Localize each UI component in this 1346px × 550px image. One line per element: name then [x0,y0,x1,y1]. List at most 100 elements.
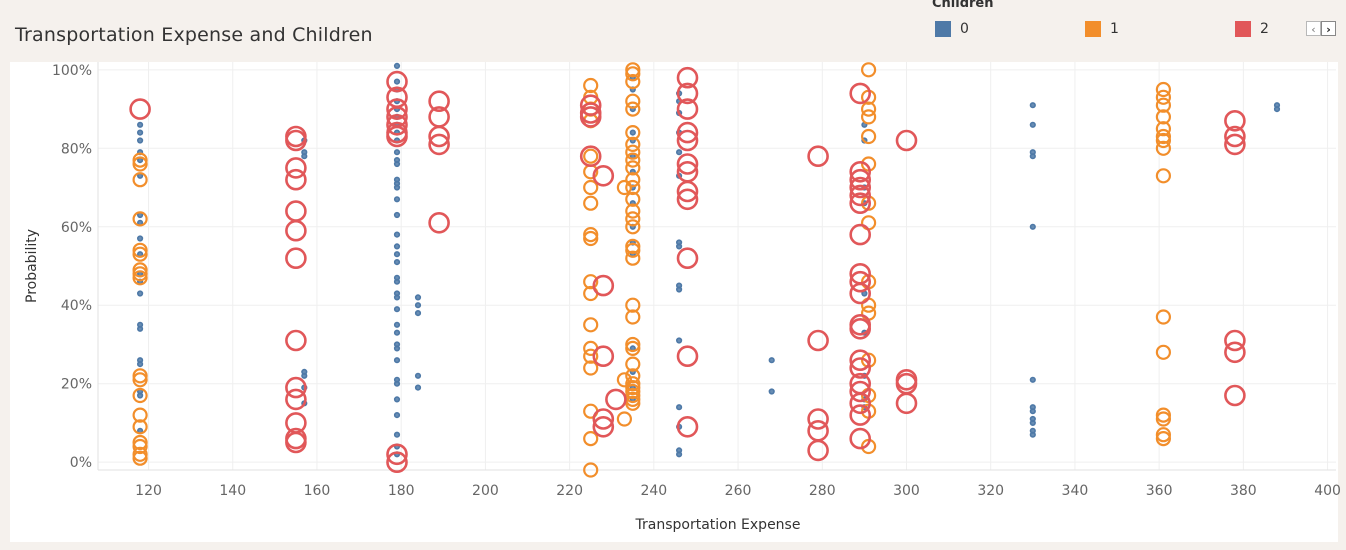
data-point-children-2 [592,165,615,187]
data-point-children-1 [1155,411,1172,427]
data-point-children-2 [807,145,829,167]
data-point-children-2 [676,188,699,211]
data-point-children-2 [849,161,872,183]
data-point-children-1 [132,434,148,451]
data-point-children-1 [625,368,641,384]
data-point-children-0 [414,302,422,309]
data-point-children-0 [301,153,308,160]
data-point-children-0 [393,211,401,219]
data-point-children-0 [137,137,144,144]
data-point-children-2 [285,388,307,411]
data-point-children-2 [895,129,918,152]
data-point-children-2 [386,98,408,120]
data-point-children-2 [428,133,450,156]
data-point-children-0 [393,329,401,336]
x-tick-label: 160 [304,483,331,499]
data-point-children-2 [807,408,829,430]
data-point-children-2 [849,349,872,372]
x-tick-label: 360 [1146,483,1173,499]
data-point-children-2 [849,357,872,379]
data-point-children-2 [1224,125,1246,148]
y-tick-label: 80% [61,141,92,157]
data-point-children-2 [386,451,408,474]
data-point-children-0 [393,357,401,364]
data-point-children-1 [616,372,633,388]
data-point-children-2 [849,270,872,293]
data-point-children-2 [1224,384,1246,407]
data-point-children-1 [860,101,877,117]
data-point-children-2 [676,82,699,105]
legend-item-2[interactable]: 2 [1235,20,1269,38]
legend-item-0[interactable]: 0 [935,20,969,38]
data-point-children-1 [625,73,641,90]
data-point-children-2 [676,129,699,152]
data-point-children-2 [849,82,872,105]
data-point-children-1 [1155,309,1172,325]
data-point-children-1 [583,195,599,211]
legend-swatch-1 [1085,21,1101,37]
series-1 [132,62,1172,478]
data-point-children-1 [583,274,599,290]
x-tick-label: 180 [388,483,415,499]
data-point-children-1 [625,179,641,196]
data-point-children-2 [849,282,872,305]
data-point-children-0 [414,372,422,379]
data-point-children-0 [1029,376,1036,383]
data-point-children-1 [132,372,148,388]
data-point-children-1 [1155,89,1172,105]
data-point-children-1 [132,368,148,384]
y-tick-label: 100% [52,63,92,79]
data-point-children-2 [579,106,602,128]
data-point-children-1 [860,109,877,125]
data-point-children-2 [285,247,307,270]
data-point-children-1 [1155,121,1172,137]
chevron-right-icon[interactable]: › [1321,21,1336,36]
data-point-children-1 [625,219,641,235]
legend-item-1[interactable]: 1 [1085,20,1119,38]
data-point-children-2 [386,114,408,136]
data-point-children-0 [393,431,401,438]
data-point-children-0 [768,357,775,364]
data-point-children-2 [285,431,307,454]
data-point-children-2 [605,388,627,411]
data-point-children-0 [393,149,401,156]
data-point-children-1 [1155,81,1172,98]
data-point-children-2 [386,70,408,93]
data-point-children-2 [676,66,699,89]
data-point-children-1 [1155,431,1172,447]
data-point-children-0 [1029,223,1036,230]
data-point-children-1 [625,93,641,109]
data-point-children-1 [625,242,641,258]
data-point-children-1 [583,230,599,247]
x-tick-label: 340 [1062,483,1089,499]
data-point-children-0 [414,310,422,317]
data-point-children-1 [1155,109,1172,125]
data-point-children-1 [132,172,148,188]
data-point-children-0 [1029,153,1036,160]
data-point-children-1 [860,305,877,321]
data-point-children-0 [393,345,401,352]
x-tick-label: 320 [977,483,1004,499]
data-point-children-1 [625,172,641,188]
data-point-children-0 [629,129,636,136]
data-point-children-1 [625,152,641,168]
data-point-children-0 [393,231,401,238]
data-point-children-1 [1155,140,1172,156]
data-point-children-2 [386,443,408,466]
data-point-children-2 [285,376,307,399]
data-point-children-0 [393,278,401,285]
data-point-children-1 [583,348,599,364]
data-point-children-2 [849,380,872,403]
chevron-left-icon[interactable]: ‹ [1306,21,1321,36]
data-point-children-1 [583,77,599,94]
data-point-children-1 [625,101,641,117]
data-point-children-0 [393,380,401,387]
data-point-children-0 [137,121,144,128]
data-point-children-0 [393,78,401,85]
x-tick-label: 260 [725,483,752,499]
data-point-children-1 [625,250,641,266]
data-point-children-1 [583,317,599,333]
data-point-children-2 [579,94,602,116]
data-point-children-1 [625,309,641,325]
